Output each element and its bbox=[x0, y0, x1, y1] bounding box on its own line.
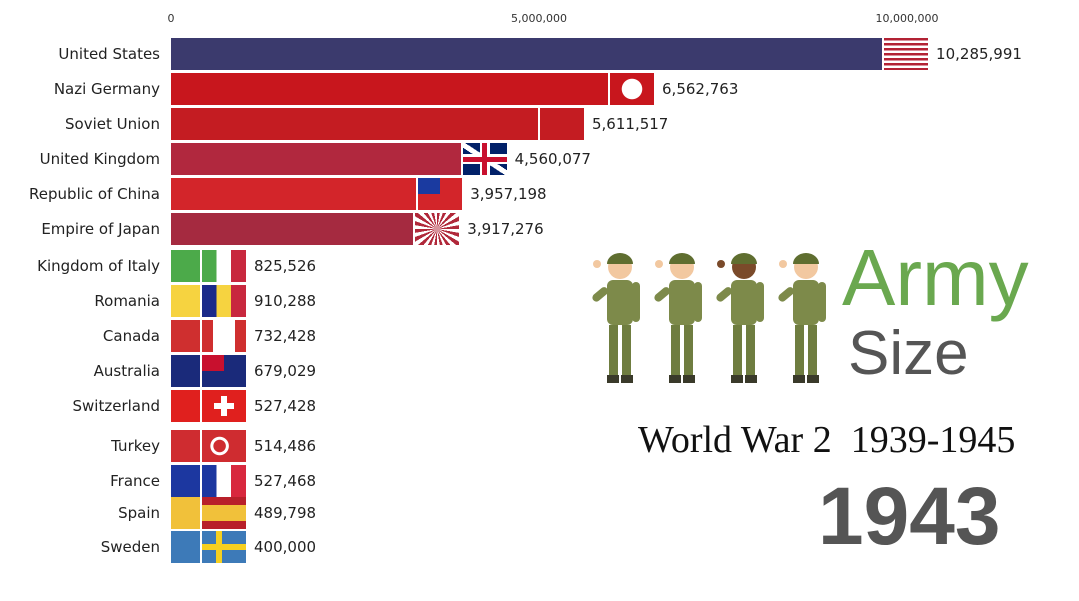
es-flag-icon bbox=[200, 497, 246, 529]
bar-value: 5,611,517 bbox=[592, 115, 669, 133]
bar-label: United States bbox=[58, 45, 160, 63]
soldier-icon bbox=[716, 253, 764, 383]
au-flag-icon bbox=[200, 355, 246, 387]
bar-label: France bbox=[110, 472, 160, 490]
bar bbox=[171, 497, 246, 529]
bar-value: 400,000 bbox=[254, 538, 317, 556]
fr-flag-icon bbox=[200, 465, 246, 497]
it-flag-icon bbox=[200, 250, 246, 282]
soldier-icon bbox=[654, 253, 702, 383]
ch-flag-icon bbox=[200, 390, 246, 422]
bar bbox=[171, 38, 929, 70]
uk-flag-icon bbox=[460, 143, 507, 175]
bar-label: Switzerland bbox=[72, 397, 161, 415]
bar bbox=[171, 73, 655, 105]
soldier-icon bbox=[778, 253, 826, 383]
title-size: Size bbox=[848, 319, 969, 388]
bar-value: 489,798 bbox=[254, 504, 317, 522]
bar-label: Australia bbox=[93, 362, 160, 380]
de-flag-icon bbox=[608, 73, 655, 105]
bar-row: Turkey 514,486 bbox=[0, 430, 1079, 462]
bar-row: Switzerland 527,428 bbox=[0, 390, 1079, 422]
bar bbox=[171, 390, 246, 422]
bar-label: Soviet Union bbox=[65, 115, 160, 133]
bar-value: 825,526 bbox=[254, 257, 317, 275]
roc-flag-icon bbox=[416, 178, 463, 210]
se-flag-icon bbox=[200, 531, 246, 563]
bar-label: Sweden bbox=[100, 538, 160, 556]
bar bbox=[171, 250, 246, 282]
bar-row: United States 10,285,991 bbox=[0, 38, 1079, 70]
bar-label: Spain bbox=[118, 504, 160, 522]
bar bbox=[171, 531, 246, 563]
bar-value: 527,468 bbox=[254, 472, 317, 490]
bar-row: Republic of China 3,957,198 bbox=[0, 178, 1079, 210]
bar-value: 527,428 bbox=[254, 397, 317, 415]
current-year: 1943 bbox=[818, 471, 1001, 562]
bar-row: Canada 732,428 bbox=[0, 320, 1079, 352]
ro-flag-icon bbox=[200, 285, 246, 317]
x-tick-label: 10,000,000 bbox=[875, 12, 939, 25]
bar-value: 732,428 bbox=[254, 327, 317, 345]
bar-label: Kingdom of Italy bbox=[37, 257, 160, 275]
bar-value: 3,917,276 bbox=[467, 220, 544, 238]
bar bbox=[171, 465, 246, 497]
bar bbox=[171, 355, 246, 387]
bar-label: Nazi Germany bbox=[53, 80, 160, 98]
ca-flag-icon bbox=[200, 320, 246, 352]
bar-row: Kingdom of Italy 825,526 bbox=[0, 250, 1079, 282]
bar-row: Sweden 400,000 bbox=[0, 531, 1079, 563]
bar-value: 4,560,077 bbox=[514, 150, 591, 168]
subtitle: World War 2 1939-1945 bbox=[638, 419, 1016, 461]
bar bbox=[171, 213, 460, 245]
bar-label: United Kingdom bbox=[39, 150, 160, 168]
bar bbox=[171, 320, 246, 352]
title-army: Army bbox=[842, 233, 1029, 322]
bar-row: Nazi Germany 6,562,763 bbox=[0, 73, 1079, 105]
bar-row: Soviet Union 5,611,517 bbox=[0, 108, 1079, 140]
bar-row: Spain 489,798 bbox=[0, 497, 1079, 529]
bar-label: Canada bbox=[102, 327, 160, 345]
bar-value: 910,288 bbox=[254, 292, 317, 310]
bar-label: Romania bbox=[94, 292, 160, 310]
bar-label: Empire of Japan bbox=[41, 220, 160, 238]
bar-row: France 527,468 bbox=[0, 465, 1079, 497]
tr-flag-icon bbox=[200, 430, 246, 462]
bar-row: Romania 910,288 bbox=[0, 285, 1079, 317]
bar-label: Turkey bbox=[111, 437, 160, 455]
x-tick-label: 0 bbox=[167, 12, 175, 25]
us-flag-icon bbox=[882, 38, 929, 70]
bar bbox=[171, 178, 463, 210]
bar-value: 514,486 bbox=[254, 437, 317, 455]
bar-row: Empire of Japan 3,917,276 bbox=[0, 213, 1079, 245]
bar-value: 679,029 bbox=[254, 362, 317, 380]
x-tick-label: 5,000,000 bbox=[511, 12, 567, 25]
bar-label: Republic of China bbox=[29, 185, 160, 203]
saluting-soldiers-illustration bbox=[592, 253, 826, 383]
bar bbox=[171, 143, 507, 175]
bar-row: Australia 679,029 bbox=[0, 355, 1079, 387]
soldier-icon bbox=[592, 253, 640, 383]
bar-value: 6,562,763 bbox=[662, 80, 739, 98]
bar bbox=[171, 430, 246, 462]
bar-value: 10,285,991 bbox=[936, 45, 1022, 63]
su-flag-icon bbox=[538, 108, 584, 140]
bar bbox=[171, 285, 246, 317]
bar-row: United Kingdom 4,560,077 bbox=[0, 143, 1079, 175]
bar-value: 3,957,198 bbox=[470, 185, 547, 203]
jp-flag-icon bbox=[413, 213, 460, 245]
bar bbox=[171, 108, 584, 140]
